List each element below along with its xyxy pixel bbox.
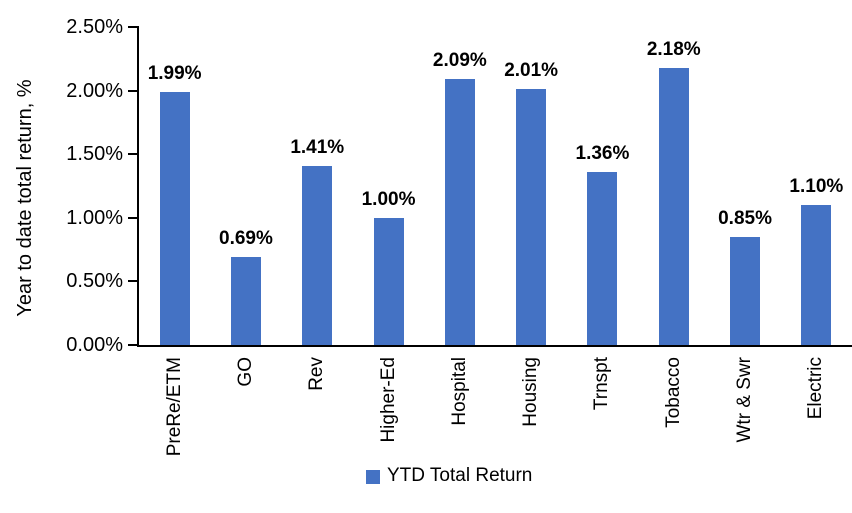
data-label-rev: 1.41% bbox=[290, 136, 345, 158]
y-tick-mark-4 bbox=[128, 89, 138, 92]
data-label-go: 0.69% bbox=[219, 228, 273, 250]
legend-label: YTD Total Return bbox=[387, 465, 533, 486]
y-tick-label-0: 0.00% bbox=[66, 334, 123, 356]
data-label-higher-ed: 1.00% bbox=[361, 188, 416, 210]
bar-hospital bbox=[444, 79, 475, 345]
y-tick-mark-3 bbox=[128, 153, 138, 156]
y-tick-label-3: 1.50% bbox=[66, 143, 123, 166]
data-label-tobacco: 2.18% bbox=[646, 38, 701, 60]
bar-tobacco bbox=[658, 67, 689, 345]
y-tick-label-2: 1.00% bbox=[66, 206, 123, 229]
bar-trnspt bbox=[587, 172, 618, 345]
category-label-trnspt: Trnspt bbox=[591, 357, 613, 411]
category-label-rev: Rev bbox=[306, 357, 328, 391]
bar-go bbox=[230, 257, 261, 345]
bar-higher-ed bbox=[373, 217, 404, 345]
category-label-go: GO bbox=[234, 357, 256, 387]
y-tick-label-5: 2.50% bbox=[66, 16, 123, 38]
data-label-housing: 2.01% bbox=[504, 60, 559, 82]
y-tick-mark-1 bbox=[128, 280, 138, 283]
y-tick-mark-0 bbox=[128, 344, 138, 346]
category-label-wtr-swr: Wtr & Swr bbox=[734, 357, 756, 443]
y-tick-mark-5 bbox=[128, 26, 138, 28]
data-label-trnspt: 1.36% bbox=[575, 143, 630, 164]
category-label-tobacco: Tobacco bbox=[662, 357, 684, 428]
legend: YTD Total Return bbox=[366, 465, 532, 487]
bar-prere-etm bbox=[159, 91, 190, 345]
y-axis-line bbox=[137, 26, 139, 347]
bar-housing bbox=[516, 89, 547, 345]
data-label-hospital: 2.09% bbox=[432, 50, 487, 72]
bar-wtr-swr bbox=[730, 236, 761, 345]
data-label-prere-etm: 1.99% bbox=[147, 62, 202, 84]
y-tick-label-4: 2.00% bbox=[66, 79, 123, 102]
category-label-electric: Electric bbox=[805, 357, 827, 420]
category-label-prere-etm: PreRe/ETM bbox=[163, 357, 185, 457]
y-tick-mark-2 bbox=[128, 216, 138, 219]
legend-swatch bbox=[366, 469, 380, 484]
bar-electric bbox=[801, 205, 832, 345]
y-tick-label-1: 0.50% bbox=[66, 270, 123, 293]
bar-rev bbox=[302, 165, 333, 345]
x-axis-line bbox=[137, 345, 852, 347]
data-label-electric: 1.10% bbox=[789, 176, 844, 198]
data-label-wtr-swr: 0.85% bbox=[718, 207, 772, 229]
